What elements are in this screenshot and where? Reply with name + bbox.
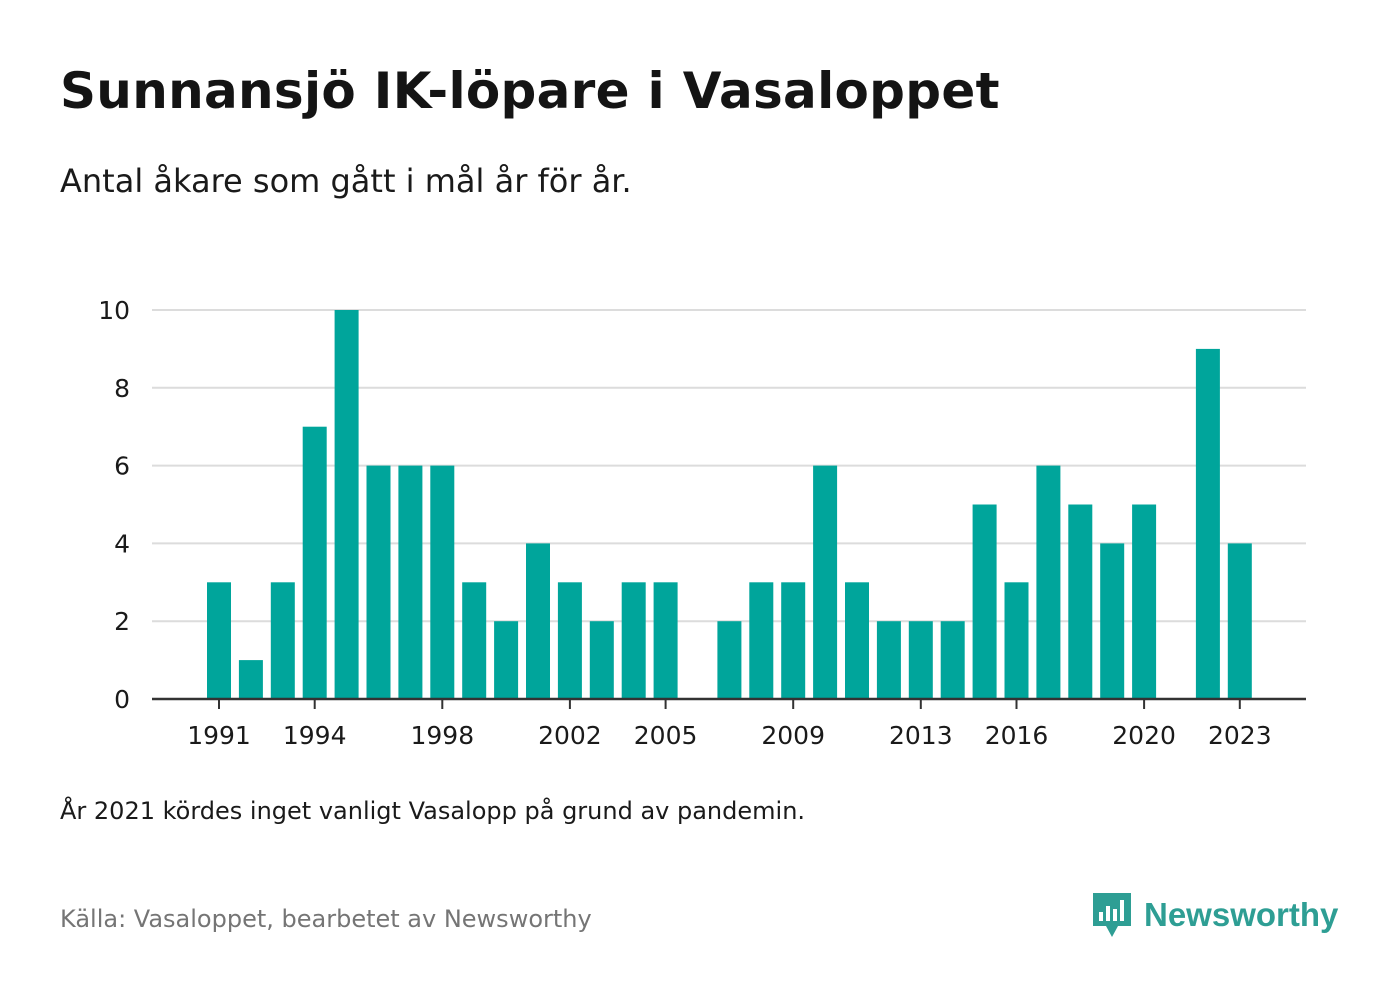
bar-2003: [589, 621, 614, 699]
y-tick-label: 10: [98, 296, 130, 325]
bar-2016: [1004, 582, 1029, 699]
bar-2011: [845, 582, 869, 699]
bar-2022: [1195, 348, 1220, 699]
bar-1995: [334, 310, 359, 699]
bar-2007: [717, 621, 742, 699]
bar-2004: [621, 582, 646, 699]
bar-2009: [781, 582, 806, 699]
bar-1991: [207, 582, 231, 699]
bar-2005: [653, 582, 678, 699]
bars: [207, 310, 1252, 699]
x-tick-label: 2016: [985, 721, 1049, 750]
bar-chart: 0 2 4 6 8 10 1991 1994 1998 2002 2005 2009 2013 2016 2…: [98, 296, 1306, 750]
y-tick-label: 0: [114, 685, 130, 714]
x-tick-label: 2005: [634, 721, 698, 750]
x-tick-label: 2013: [889, 721, 953, 750]
bar-2014: [940, 621, 965, 699]
bar-2020: [1132, 504, 1157, 699]
y-tick-label: 2: [114, 607, 130, 636]
bar-1993: [270, 582, 295, 699]
bar-2015: [972, 504, 997, 699]
newsworthy-logo-icon: [1093, 893, 1131, 937]
x-tick-label: 1991: [187, 721, 251, 750]
source-text: Källa: Vasaloppet, bearbetet av Newswort…: [60, 905, 592, 933]
x-tick-label: 1994: [283, 721, 347, 750]
x-tick-label: 2023: [1208, 721, 1272, 750]
chart-subtitle: Antal åkare som gått i mål år för år.: [60, 162, 632, 200]
bar-2001: [526, 543, 550, 699]
brand-name: Newsworthy: [1144, 896, 1339, 933]
bar-1994: [302, 426, 327, 699]
brand-logo: Newsworthy: [1090, 890, 1338, 940]
y-tick-label: 6: [114, 452, 130, 481]
x-tick-label: 1998: [410, 721, 474, 750]
bar-2002: [557, 582, 582, 699]
bar-2013: [908, 621, 933, 699]
bar-2010: [813, 465, 838, 699]
bar-2017: [1036, 465, 1061, 699]
axes: 0 2 4 6 8 10 1991 1994 1998 2002 2005 2009 2013 2016 2…: [98, 296, 1306, 750]
bar-1992: [238, 660, 263, 699]
bar-2012: [876, 621, 901, 699]
bar-2008: [749, 582, 774, 699]
x-tick-label: 2020: [1112, 721, 1176, 750]
bar-2018: [1068, 504, 1093, 699]
chart-note: År 2021 kördes inget vanligt Vasalopp på…: [60, 797, 806, 825]
y-tick-label: 4: [114, 529, 130, 558]
bar-1999: [462, 582, 487, 699]
bar-1996: [366, 465, 391, 699]
bar-1998: [430, 465, 455, 699]
y-tick-label: 8: [114, 374, 130, 403]
chart-title: Sunnansjö IK-löpare i Vasaloppet: [60, 62, 1000, 120]
bar-2023: [1227, 543, 1252, 699]
bar-2000: [494, 621, 519, 699]
bar-2019: [1100, 543, 1125, 699]
x-tick-label: 2002: [538, 721, 602, 750]
x-tick-label: 2009: [761, 721, 825, 750]
bar-1997: [398, 465, 423, 699]
